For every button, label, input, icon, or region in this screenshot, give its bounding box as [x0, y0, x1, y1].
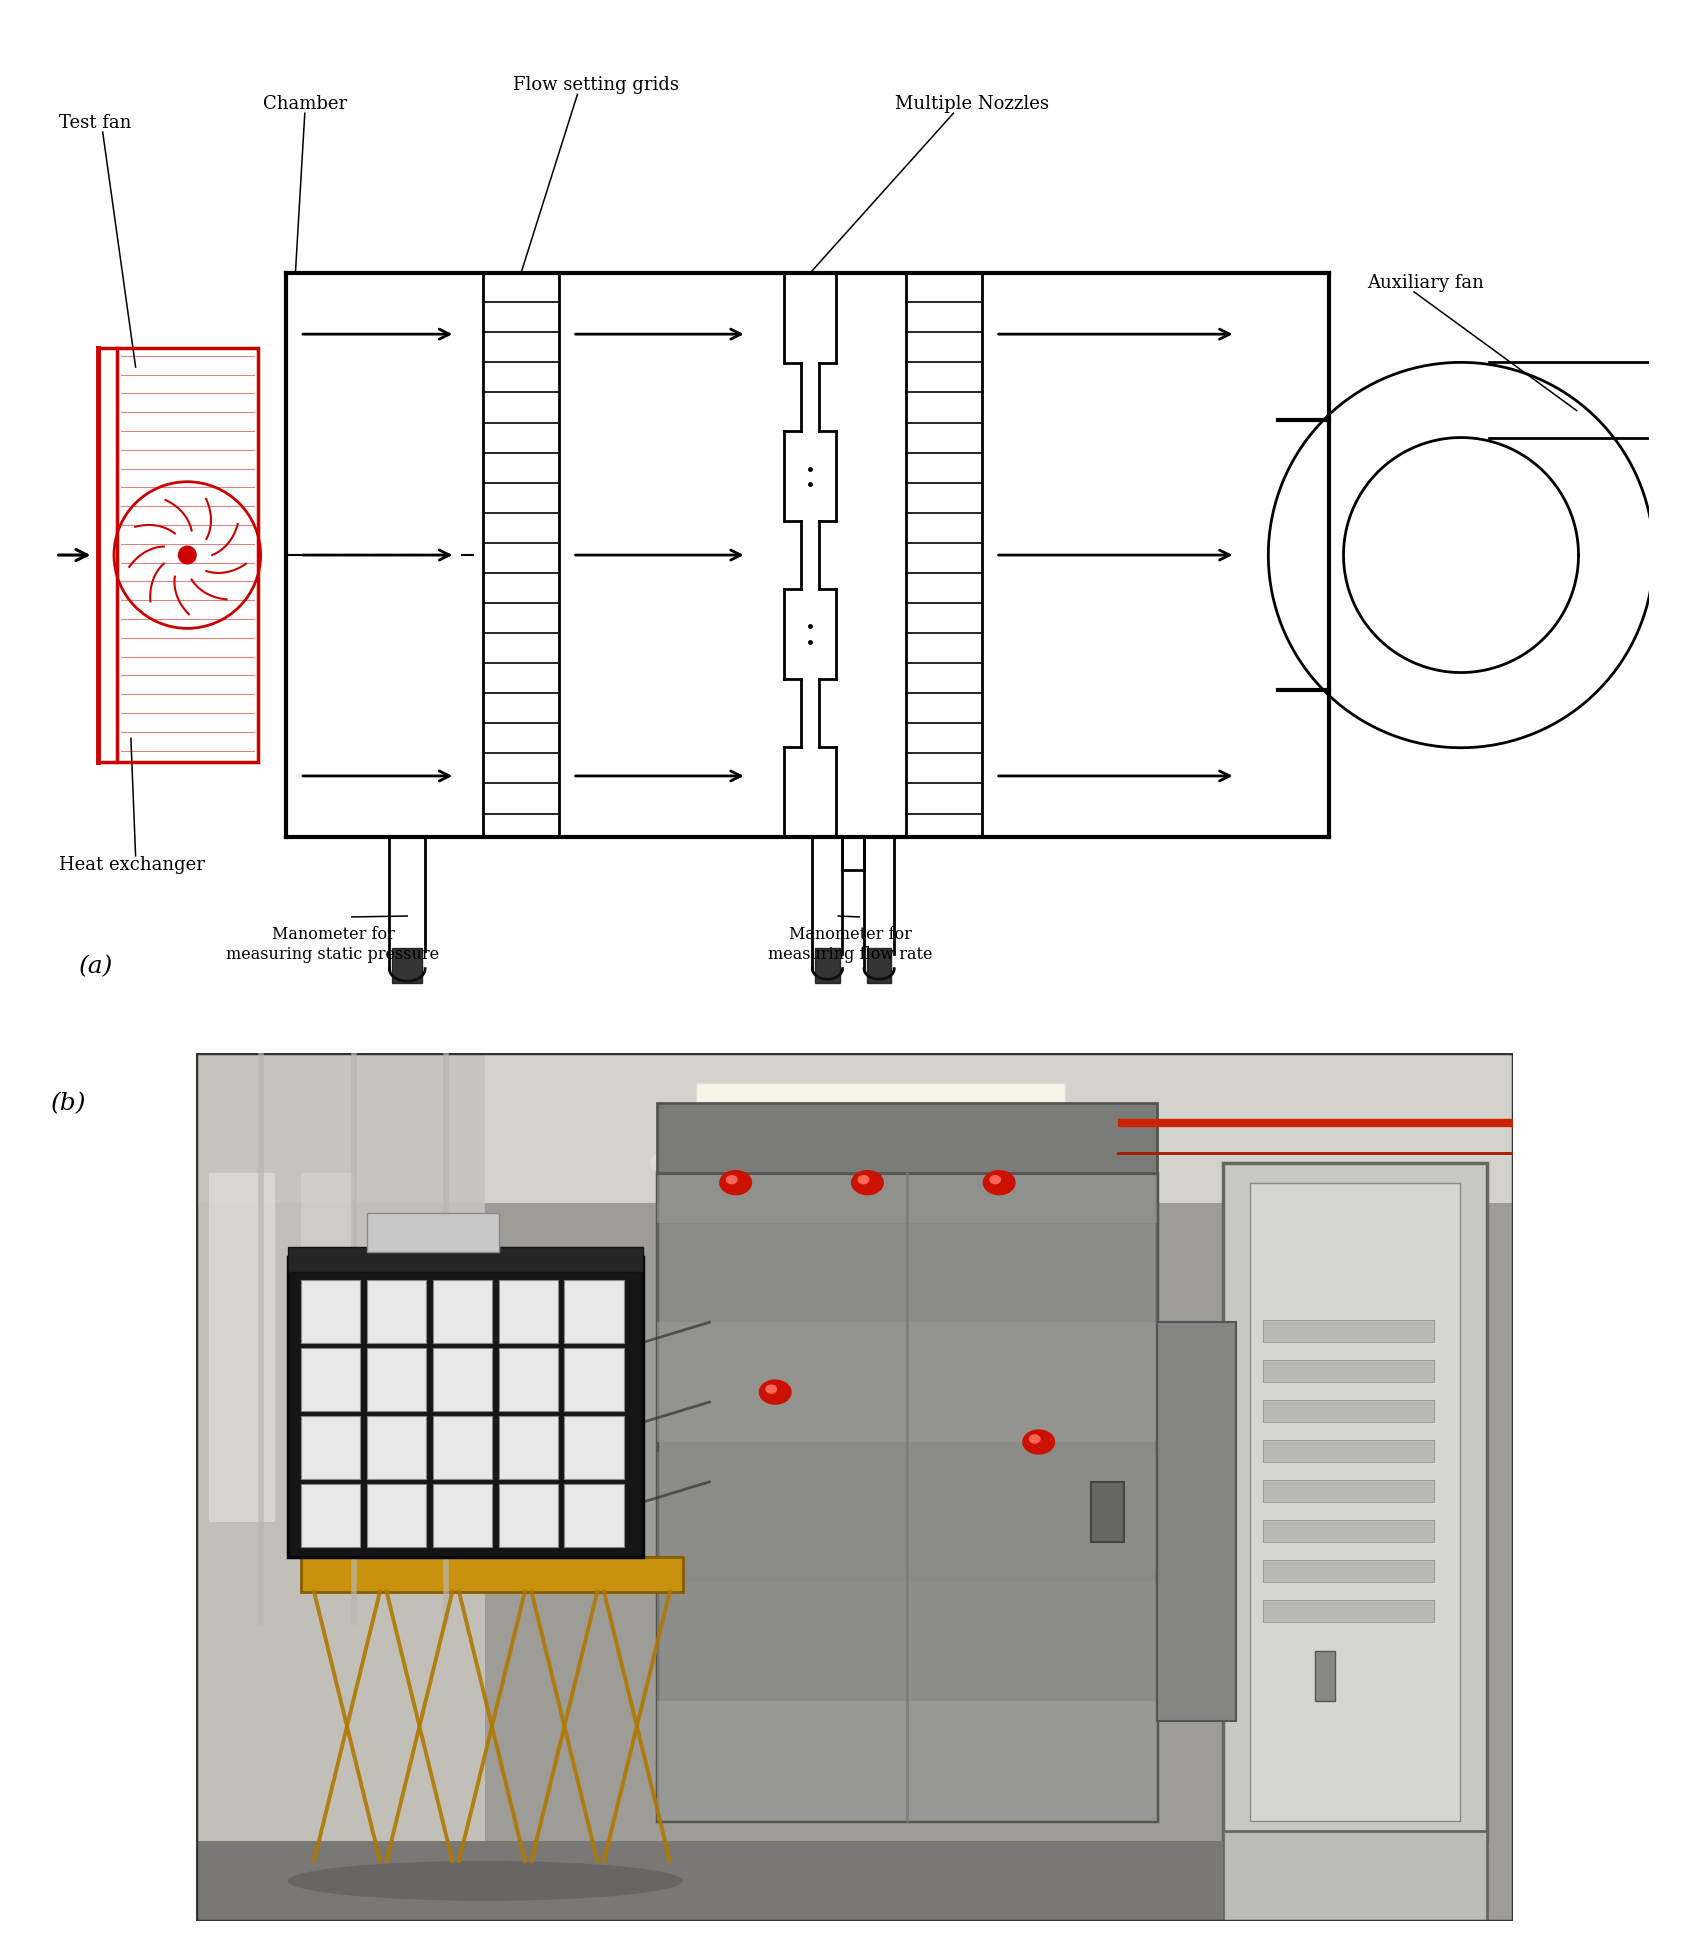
Bar	[564, 1416, 624, 1478]
Polygon shape	[816, 948, 840, 983]
Bar	[196, 1053, 486, 1921]
Text: Flow setting grids: Flow setting grids	[513, 76, 680, 94]
Circle shape	[719, 1170, 751, 1195]
Ellipse shape	[649, 1123, 1112, 1203]
Bar	[1250, 1182, 1460, 1821]
Bar	[656, 1172, 1158, 1821]
Bar	[1091, 1482, 1124, 1542]
Bar	[117, 349, 258, 762]
Circle shape	[989, 1176, 1001, 1184]
Circle shape	[983, 1170, 1015, 1195]
Text: Test fan: Test fan	[58, 113, 131, 133]
Bar	[301, 1172, 354, 1422]
Bar	[1316, 1652, 1334, 1700]
Bar	[301, 1484, 360, 1546]
Bar	[432, 1281, 491, 1344]
Bar	[564, 1347, 624, 1412]
Bar	[196, 1053, 1513, 1203]
Bar	[564, 1484, 624, 1546]
Bar	[367, 1347, 427, 1412]
Bar	[498, 1281, 558, 1344]
Circle shape	[767, 1384, 777, 1392]
Text: Multiple Nozzles: Multiple Nozzles	[896, 96, 1049, 113]
Circle shape	[178, 546, 196, 564]
Bar	[656, 1104, 1158, 1223]
Circle shape	[858, 1176, 869, 1184]
Bar	[1224, 1831, 1486, 1921]
Bar	[209, 1172, 275, 1521]
Bar	[1263, 1439, 1433, 1462]
Bar	[287, 1258, 643, 1556]
Bar	[367, 1416, 427, 1478]
Circle shape	[852, 1170, 884, 1195]
Polygon shape	[393, 948, 422, 983]
Circle shape	[760, 1381, 790, 1404]
Text: Heat exchanger: Heat exchanger	[58, 856, 204, 874]
Bar	[1263, 1320, 1433, 1342]
Bar	[367, 1281, 427, 1344]
Bar	[432, 1347, 491, 1412]
Bar	[1158, 1322, 1236, 1722]
Bar	[656, 1322, 1158, 1441]
Bar	[1263, 1480, 1433, 1502]
Bar	[301, 1416, 360, 1478]
Bar	[1224, 1162, 1486, 1841]
Bar	[196, 1841, 1224, 1921]
Bar	[656, 1203, 1158, 1322]
Bar	[498, 1416, 558, 1478]
Bar	[301, 1556, 683, 1591]
Bar	[1263, 1519, 1433, 1542]
Text: Manometer for
measuring static pressure: Manometer for measuring static pressure	[226, 926, 440, 963]
Bar	[656, 1581, 1158, 1700]
Text: Chamber: Chamber	[264, 96, 347, 113]
Text: Manometer for
measuring flow rate: Manometer for measuring flow rate	[768, 926, 932, 963]
Bar	[1263, 1400, 1433, 1422]
Circle shape	[1023, 1429, 1054, 1455]
Polygon shape	[867, 948, 891, 983]
Bar	[301, 1347, 360, 1412]
Text: (b): (b)	[51, 1092, 87, 1115]
Bar	[301, 1281, 360, 1344]
Bar	[1263, 1361, 1433, 1383]
Ellipse shape	[287, 1860, 683, 1901]
Circle shape	[726, 1176, 738, 1184]
Bar	[432, 1416, 491, 1478]
Bar	[564, 1281, 624, 1344]
Bar	[367, 1213, 498, 1252]
Bar	[498, 1347, 558, 1412]
Bar	[656, 1700, 1158, 1821]
Bar	[697, 1082, 1064, 1133]
Text: (a): (a)	[80, 956, 114, 979]
Bar	[432, 1484, 491, 1546]
Bar	[1263, 1560, 1433, 1581]
Bar	[656, 1453, 1158, 1572]
Bar	[287, 1248, 643, 1273]
Bar	[656, 1104, 1158, 1172]
Bar	[1263, 1599, 1433, 1622]
Bar	[498, 1484, 558, 1546]
Text: Auxiliary fan: Auxiliary fan	[1367, 273, 1484, 292]
Bar	[367, 1484, 427, 1546]
Circle shape	[1030, 1435, 1040, 1443]
